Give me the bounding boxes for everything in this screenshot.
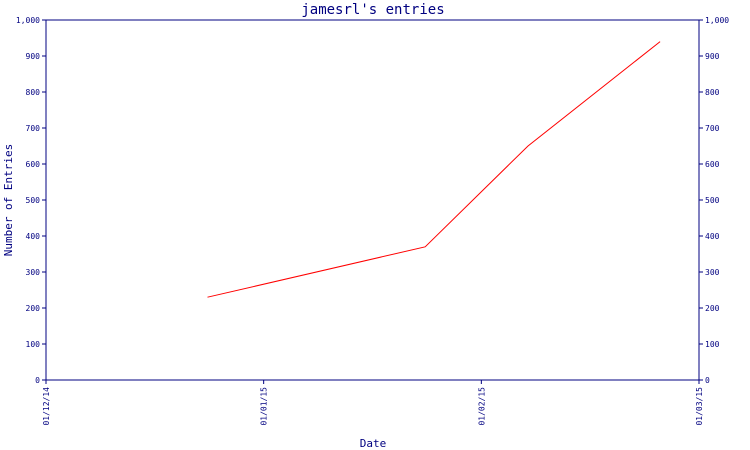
y-axis-left: 0 100 200 300 400 500 600 700 800 900 1,000 xyxy=(16,16,46,385)
x-tick-label: 01/01/15 xyxy=(260,387,269,426)
y-tick-label-left: 500 xyxy=(26,196,41,205)
x-axis-label: Date xyxy=(360,437,387,450)
y-tick-label-right: 600 xyxy=(705,160,720,169)
y-tick-label-right: 200 xyxy=(705,304,720,313)
x-tick-label: 01/02/15 xyxy=(477,387,486,426)
x-axis: 01/12/14 01/01/15 01/02/15 01/03/15 xyxy=(42,380,704,426)
y-tick-label-left: 0 xyxy=(35,376,40,385)
y-tick-label-left: 100 xyxy=(26,340,41,349)
x-tick-label: 01/12/14 xyxy=(42,387,51,426)
y-tick-label-left: 300 xyxy=(26,268,41,277)
y-tick-label-right: 1,000 xyxy=(705,16,729,25)
y-tick-label-right: 500 xyxy=(705,196,720,205)
y-tick-label-right: 0 xyxy=(705,376,710,385)
y-tick-label-right: 400 xyxy=(705,232,720,241)
y-tick-label-left: 400 xyxy=(26,232,41,241)
y-axis-label: Number of Entries xyxy=(2,144,15,257)
y-tick-label-right: 900 xyxy=(705,52,720,61)
y-tick-label-left: 800 xyxy=(26,88,41,97)
y-tick-label-left: 900 xyxy=(26,52,41,61)
y-tick-label-right: 700 xyxy=(705,124,720,133)
y-tick-label-right: 100 xyxy=(705,340,720,349)
y-tick-label-left: 700 xyxy=(26,124,41,133)
plot-area-frame xyxy=(45,19,700,381)
y-tick-label-right: 300 xyxy=(705,268,720,277)
chart-title: jamesrl's entries xyxy=(301,2,444,18)
series-line xyxy=(207,41,661,298)
y-tick-label-right: 800 xyxy=(705,88,720,97)
y-tick-label-left: 600 xyxy=(26,160,41,169)
y-tick-label-left: 200 xyxy=(26,304,41,313)
y-axis-right: 0 100 200 300 400 500 600 700 800 900 1,000 xyxy=(699,16,729,385)
series-layer xyxy=(207,41,661,298)
y-tick-label-left: 1,000 xyxy=(16,16,40,25)
x-tick-label: 01/03/15 xyxy=(695,387,704,426)
